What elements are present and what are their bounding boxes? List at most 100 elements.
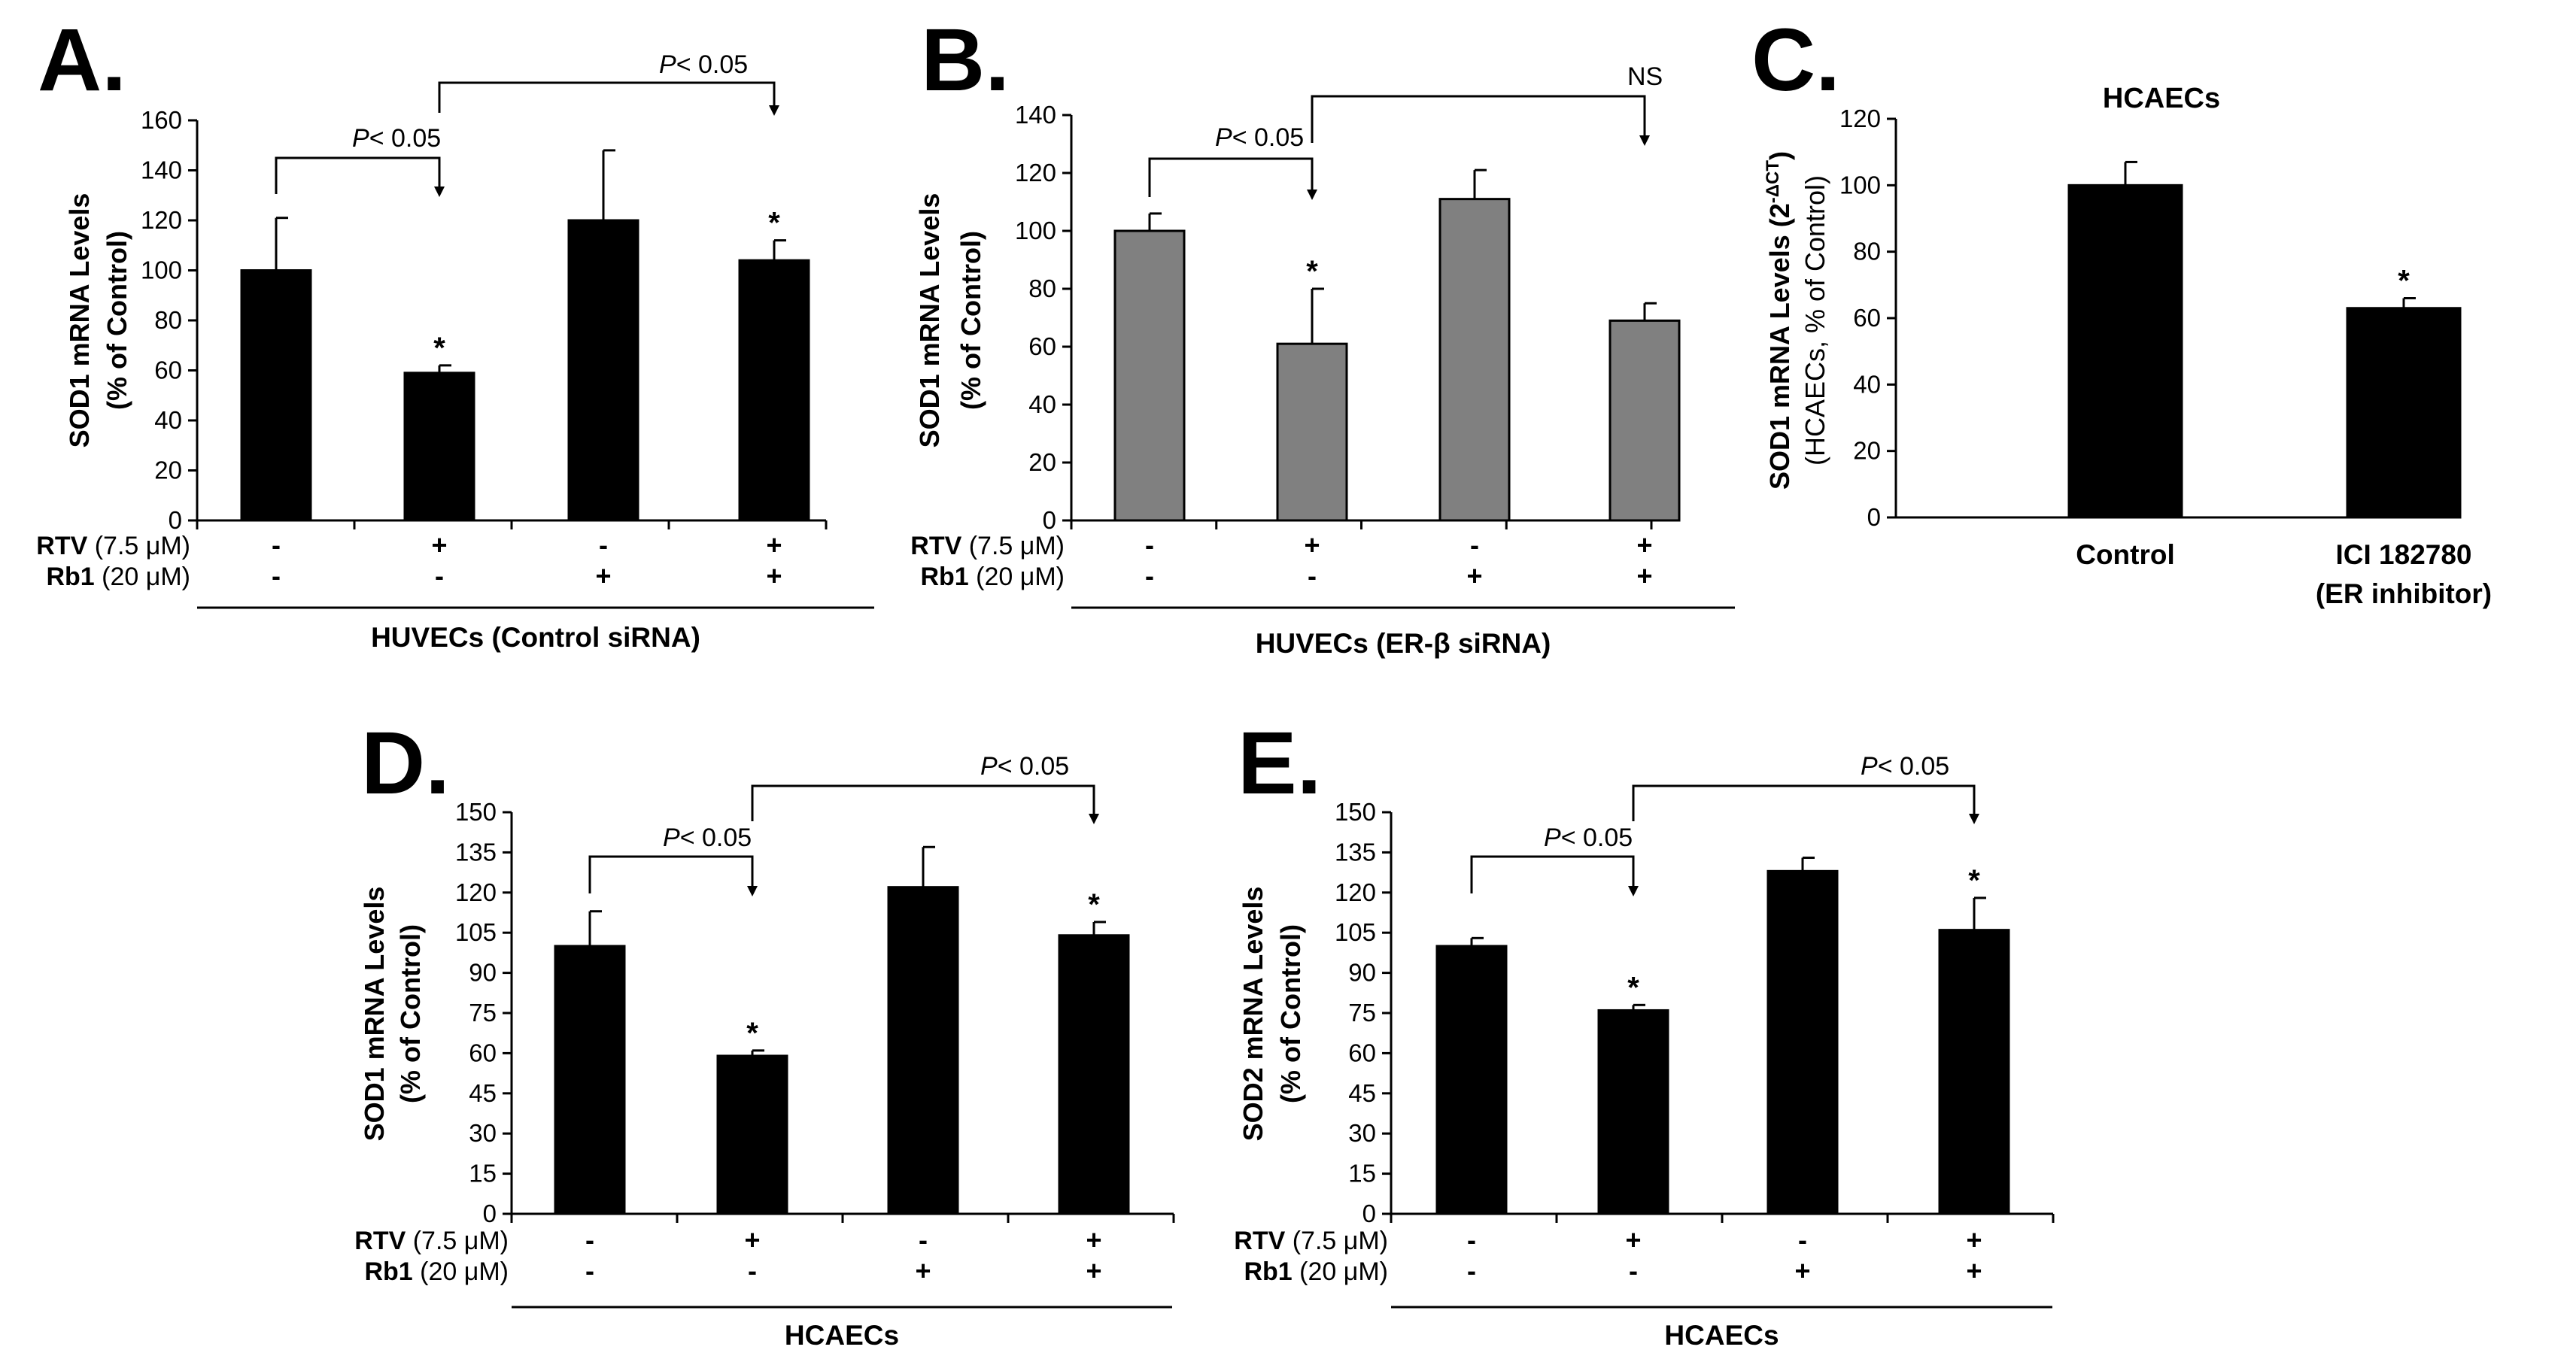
y-tick-label: 80 bbox=[1028, 275, 1056, 302]
y-tick-label: 0 bbox=[1362, 1200, 1376, 1227]
panel-letter: A. bbox=[38, 11, 126, 110]
bar bbox=[1938, 929, 2010, 1215]
group-label: HUVECs (ER-β siRNA) bbox=[1256, 628, 1551, 659]
bar bbox=[887, 886, 959, 1215]
rb1-condition: - bbox=[1629, 1255, 1638, 1286]
y-tick-label: 20 bbox=[154, 457, 182, 484]
rb1-condition: + bbox=[595, 560, 611, 591]
y-axis-label-secondary: (HCAECs, % of Control) bbox=[1800, 175, 1830, 466]
treatment-name: RTV bbox=[1234, 1227, 1285, 1255]
rtv-condition: - bbox=[1145, 529, 1154, 560]
y-axis-label-sup: -ΔCT bbox=[1763, 160, 1783, 204]
treatment-conc: (7.5 μM) bbox=[406, 1227, 509, 1255]
p-value: < 0.05 bbox=[998, 752, 1069, 781]
rb1-condition: - bbox=[1145, 560, 1154, 591]
p-symbol: P bbox=[980, 752, 998, 781]
treatment-name: Rb1 bbox=[1244, 1257, 1292, 1286]
y-tick-label: 0 bbox=[1867, 503, 1881, 531]
y-tick-label: 20 bbox=[1853, 437, 1881, 465]
treatment-conc: (20 μM) bbox=[969, 563, 1065, 591]
significance-star: * bbox=[768, 207, 780, 240]
treatment-row-label-rtv: RTV (7.5 μM) bbox=[36, 532, 190, 560]
rb1-condition: - bbox=[585, 1255, 594, 1286]
panel-letter: B. bbox=[921, 11, 1010, 110]
rtv-condition: - bbox=[1467, 1224, 1476, 1255]
bar bbox=[1113, 229, 1186, 522]
comparison-label: P< 0.05 bbox=[980, 752, 1069, 781]
chart-panel-d: D. SOD1 mRNA Levels (% of Control) 0 15 30 45 6… bbox=[354, 714, 1175, 1351]
rb1-condition: + bbox=[1966, 1255, 1982, 1286]
treatment-row-label-rb1: Rb1 (20 μM) bbox=[920, 563, 1065, 591]
y-axis-label: SOD1 mRNA Levels bbox=[914, 193, 945, 448]
significance-star: * bbox=[1306, 255, 1318, 288]
significance-star: * bbox=[1627, 971, 1639, 1004]
panel-letter: D. bbox=[361, 714, 450, 813]
rb1-condition: - bbox=[1308, 560, 1317, 591]
category-label: ICI 182780 bbox=[2335, 539, 2471, 570]
chart-title: HCAECs bbox=[2103, 83, 2220, 114]
y-axis-label: SOD1 mRNA Levels (2-ΔCT) bbox=[1763, 151, 1795, 490]
comparison-bracket bbox=[275, 156, 441, 194]
y-tick-label: 120 bbox=[455, 878, 497, 906]
comparison-bracket bbox=[438, 81, 776, 113]
p-value: < 0.05 bbox=[680, 824, 752, 852]
rtv-condition: + bbox=[1636, 529, 1652, 560]
y-tick-label: 105 bbox=[1335, 918, 1376, 946]
rtv-condition: + bbox=[1086, 1224, 1101, 1255]
y-tick-label: 80 bbox=[1853, 238, 1881, 265]
p-value: < 0.05 bbox=[1561, 824, 1633, 852]
y-tick-label: 30 bbox=[469, 1119, 497, 1147]
comparison-bracket bbox=[1148, 157, 1314, 197]
y-tick-label: 75 bbox=[469, 999, 497, 1027]
arrowhead-icon bbox=[434, 187, 445, 197]
arrowhead-icon bbox=[1307, 190, 1317, 200]
y-tick-label: 80 bbox=[154, 306, 182, 334]
y-tick-label: 15 bbox=[1348, 1160, 1376, 1188]
bar bbox=[1058, 934, 1130, 1215]
y-tick-label: 40 bbox=[154, 406, 182, 434]
y-tick-label: 15 bbox=[469, 1160, 497, 1188]
bar bbox=[554, 945, 626, 1215]
y-axis-label: SOD1 mRNA Levels bbox=[359, 887, 390, 1142]
y-tick-label: 45 bbox=[469, 1079, 497, 1107]
y-axis-label: SOD2 mRNA Levels bbox=[1238, 887, 1268, 1142]
bar bbox=[2346, 307, 2462, 519]
treatment-conc: (7.5 μM) bbox=[1285, 1227, 1388, 1255]
rb1-condition: + bbox=[766, 560, 782, 591]
treatment-conc: (20 μM) bbox=[95, 563, 190, 591]
p-symbol: P bbox=[1544, 824, 1561, 852]
y-tick-label: 30 bbox=[1348, 1119, 1376, 1147]
rtv-condition: - bbox=[585, 1224, 594, 1255]
treatment-conc: (20 μM) bbox=[1293, 1257, 1388, 1286]
y-tick-label: 0 bbox=[1043, 506, 1056, 534]
rtv-condition: + bbox=[744, 1224, 760, 1255]
y-tick-label: 60 bbox=[1853, 304, 1881, 332]
p-symbol: P bbox=[1215, 123, 1232, 152]
treatment-conc: (20 μM) bbox=[413, 1257, 509, 1286]
treatment-name: RTV bbox=[354, 1227, 406, 1255]
rtv-condition: - bbox=[272, 529, 281, 560]
y-tick-label: 120 bbox=[1839, 105, 1881, 132]
comparison-label: P< 0.05 bbox=[1544, 824, 1633, 852]
y-tick-label: 120 bbox=[141, 206, 182, 234]
category-label-line2: (ER inhibitor) bbox=[2316, 578, 2492, 609]
y-tick-label: 140 bbox=[141, 156, 182, 184]
rb1-condition: - bbox=[435, 560, 444, 591]
significance-star: * bbox=[1968, 864, 1980, 897]
y-tick-label: 100 bbox=[1015, 217, 1056, 244]
y-axis-label-tail: ) bbox=[1764, 151, 1795, 160]
treatment-row-label-rb1: Rb1 (20 μM) bbox=[46, 563, 190, 591]
chart-panel-a: A. SOD1 mRNA Levels (% of Control) 0 20 40 60 8… bbox=[36, 11, 874, 653]
arrowhead-icon bbox=[1639, 135, 1650, 146]
comparison-bracket bbox=[1311, 95, 1646, 143]
rb1-condition: - bbox=[1467, 1255, 1476, 1286]
treatment-name: Rb1 bbox=[920, 563, 968, 591]
rb1-condition: + bbox=[1636, 560, 1652, 591]
comparison-label: P< 0.05 bbox=[1861, 752, 1949, 781]
treatment-name: RTV bbox=[910, 532, 961, 560]
rb1-condition: + bbox=[1794, 1255, 1810, 1286]
category-label: Control bbox=[2076, 539, 2175, 570]
rb1-condition: + bbox=[915, 1255, 931, 1286]
bar bbox=[1435, 945, 1508, 1215]
